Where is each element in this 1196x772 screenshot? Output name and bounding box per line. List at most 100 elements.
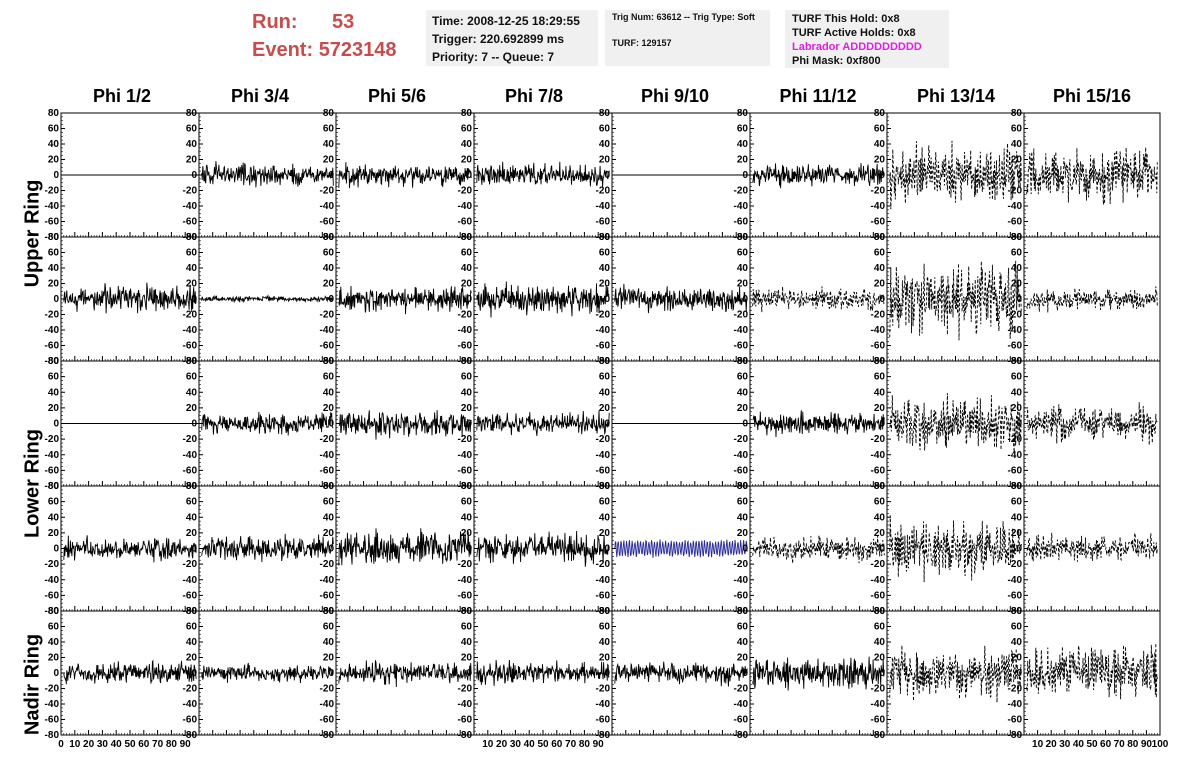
- y-tick-label: -20: [320, 559, 335, 570]
- y-tick-label: 40: [737, 263, 749, 274]
- y-tick-label: 40: [186, 387, 198, 398]
- waveform-trace: [477, 282, 609, 318]
- y-tick-label: 40: [1011, 512, 1023, 523]
- y-tick-label: 80: [48, 108, 60, 119]
- waveform-panel-r1-c4: -80-60-40-20020406080: [596, 232, 750, 367]
- waveform-panel-r3-c3: -80-60-40-20020406080: [458, 481, 612, 617]
- y-tick-label: -40: [871, 450, 886, 461]
- y-tick-label: 60: [599, 124, 611, 135]
- y-tick-label: 80: [461, 481, 473, 492]
- y-tick-label: 20: [323, 279, 335, 290]
- y-tick-label: -40: [734, 201, 749, 212]
- waveform-panel-r0-c0: -80-60-40-20020406080: [45, 108, 199, 243]
- y-tick-label: -60: [183, 715, 198, 726]
- y-tick-label: 80: [186, 232, 198, 243]
- y-tick-label: -60: [871, 590, 886, 601]
- y-tick-label: 40: [461, 139, 473, 150]
- y-tick-label: 80: [1011, 606, 1023, 617]
- y-tick-label: 80: [599, 606, 611, 617]
- waveform-trace: [202, 161, 334, 187]
- y-tick-label: 60: [737, 372, 749, 383]
- waveform-trace: [477, 162, 609, 187]
- y-tick-label: 40: [186, 512, 198, 523]
- waveform-panel-r1-c7: -80-60-40-20020406080: [1008, 232, 1160, 367]
- y-tick-label: -20: [734, 186, 749, 197]
- y-tick-label: 20: [186, 155, 198, 166]
- y-tick-label: 20: [737, 653, 749, 664]
- waveform-trace: [890, 645, 1022, 702]
- x-tick-label: 100: [1152, 739, 1169, 750]
- y-tick-label: -20: [871, 434, 886, 445]
- y-tick-label: 0: [466, 294, 472, 305]
- y-tick-label: 20: [874, 155, 886, 166]
- y-tick-label: -80: [734, 730, 749, 741]
- y-tick-label: 0: [879, 294, 885, 305]
- y-tick-label: -20: [596, 310, 611, 321]
- y-tick-label: -40: [320, 450, 335, 461]
- y-tick-label: 60: [874, 497, 886, 508]
- y-tick-label: 0: [879, 419, 885, 430]
- waveform-trace: [1027, 533, 1158, 562]
- y-tick-label: 40: [186, 139, 198, 150]
- waveform-panel-r0-c3: -80-60-40-20020406080: [458, 108, 612, 243]
- y-tick-label: -60: [458, 715, 473, 726]
- y-tick-label: 40: [737, 512, 749, 523]
- y-tick-label: 60: [1011, 622, 1023, 633]
- y-tick-label: 0: [879, 544, 885, 555]
- y-tick-label: 0: [191, 170, 197, 181]
- waveform-panel-r1-c6: -80-60-40-20020406080: [871, 232, 1024, 367]
- y-tick-label: -20: [596, 186, 611, 197]
- y-tick-label: 80: [48, 232, 60, 243]
- y-tick-label: 60: [461, 248, 473, 259]
- y-tick-label: 20: [1011, 528, 1023, 539]
- y-tick-label: -60: [320, 590, 335, 601]
- y-tick-label: 80: [737, 606, 749, 617]
- y-tick-label: 0: [604, 544, 610, 555]
- y-tick-label: 20: [1011, 653, 1023, 664]
- y-tick-label: -40: [45, 575, 60, 586]
- y-tick-label: 40: [874, 387, 886, 398]
- waveform-trace: [1027, 286, 1158, 312]
- y-tick-label: -40: [734, 699, 749, 710]
- y-tick-label: -20: [734, 434, 749, 445]
- y-tick-label: 40: [323, 512, 335, 523]
- y-tick-label: 60: [48, 622, 60, 633]
- y-tick-label: -20: [458, 310, 473, 321]
- y-tick-label: 20: [323, 403, 335, 414]
- y-tick-label: 40: [461, 512, 473, 523]
- y-tick-label: -40: [320, 201, 335, 212]
- y-tick-label: -20: [734, 684, 749, 695]
- y-tick-label: -20: [183, 684, 198, 695]
- y-tick-label: 40: [737, 139, 749, 150]
- y-tick-label: 40: [599, 637, 611, 648]
- y-tick-label: 0: [1016, 668, 1022, 679]
- y-tick-label: -60: [45, 715, 60, 726]
- y-tick-label: 20: [874, 653, 886, 664]
- y-tick-label: 20: [1011, 279, 1023, 290]
- y-tick-label: -60: [320, 715, 335, 726]
- y-tick-label: 60: [1011, 124, 1023, 135]
- y-tick-label: 20: [48, 653, 60, 664]
- y-tick-label: 80: [186, 481, 198, 492]
- y-tick-label: -20: [596, 684, 611, 695]
- y-tick-label: 20: [1011, 155, 1023, 166]
- panel-frame: [750, 113, 887, 237]
- waveform-trace: [477, 531, 609, 567]
- y-tick-label: 0: [191, 294, 197, 305]
- y-tick-label: 40: [737, 637, 749, 648]
- y-tick-label: -20: [1008, 559, 1023, 570]
- y-tick-label: 80: [737, 232, 749, 243]
- y-tick-label: -60: [1008, 217, 1023, 228]
- y-tick-label: 60: [48, 248, 60, 259]
- waveform-trace: [1027, 643, 1158, 699]
- y-tick-label: 60: [599, 497, 611, 508]
- waveform-trace: [1027, 402, 1158, 445]
- y-tick-label: 0: [53, 668, 59, 679]
- waveform-panel-r1-c1: -80-60-40-20020406080: [183, 232, 336, 367]
- waveform-trace: [753, 286, 885, 312]
- y-tick-label: 40: [323, 263, 335, 274]
- y-tick-label: 20: [323, 155, 335, 166]
